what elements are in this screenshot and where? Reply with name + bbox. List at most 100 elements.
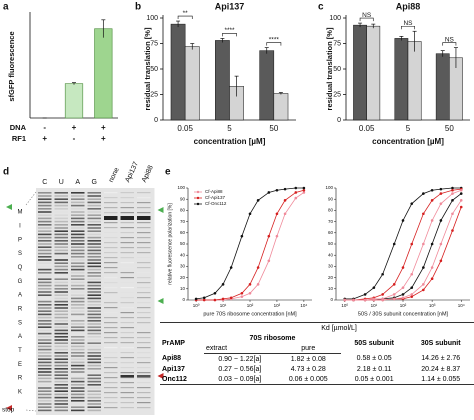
gel-band [120,227,134,229]
gel-band [54,252,68,255]
gel-band [38,320,52,322]
sequence-letter: I [19,223,21,229]
gel-band [38,249,52,252]
gel-band [104,292,118,294]
gel-band [38,377,52,380]
gel-band [104,207,118,209]
gel-band [120,327,134,329]
data-point [248,212,252,216]
gel-band [104,232,118,234]
table-cell: Api88 [162,355,182,363]
gel-band [71,214,85,216]
gel-band [71,307,85,309]
bar [435,53,450,121]
gel-band [54,364,68,367]
gel-band [104,387,118,389]
kd-table: Kd [µmol/L] PrAMP 70S ribosome 50S subunit… [160,322,474,385]
gel-band [38,358,52,360]
gel-band [71,310,85,312]
gel-band [38,345,52,348]
data-point [410,293,414,296]
data-point [392,283,396,286]
lane-label: A [75,179,80,186]
gel-band [87,201,101,204]
gel-band [104,307,118,309]
data-point [240,234,244,238]
gel-band [87,406,101,408]
data-point [352,298,355,302]
gel-band [38,211,52,213]
gel-band [38,326,52,328]
kd-header: Kd [µmol/L] [204,322,474,333]
gel-band [87,294,101,296]
lane-label: C [42,179,47,186]
gel-band [120,322,134,324]
gel-band [120,377,134,379]
gel-band [87,326,101,328]
significance-label: ** [183,10,189,17]
gel-band [71,233,85,236]
gel-band [104,282,118,284]
gel-band [137,337,151,339]
gel-band [120,297,134,299]
data-point [422,288,425,292]
gel-band [120,262,134,264]
gel-band [71,268,85,271]
gel-band [54,329,68,332]
panel-label: e [165,167,171,178]
data-point [381,272,384,276]
data-point [392,242,396,246]
gel-band [54,393,68,396]
gel-band [54,291,68,293]
gel-band [120,192,134,194]
data-point [256,283,260,286]
y-tick-label: 50 [180,241,186,246]
gel-band [54,265,68,268]
gel-band [104,317,118,319]
gel-band [71,380,85,383]
gel-band [120,282,134,284]
data-point [451,199,454,202]
gel-band [137,267,151,269]
gel-band [87,300,101,303]
data-point [267,234,271,238]
table-row: Api137 0.27 − 0.56[a] 4.73 ± 0.28 2.18 ± 0.… [160,364,474,374]
bar [259,50,275,121]
gel-band [38,294,52,296]
gel-band [120,347,134,349]
gel-band [137,387,151,389]
gel-band [137,307,151,309]
data-point [439,187,443,191]
table-cell: 0.58 ± 0.05 [356,355,392,363]
gel-band [71,393,85,396]
y-tick-label: 25 [150,91,158,98]
gel-band [54,249,68,252]
data-point [459,188,463,192]
data-point [410,272,414,276]
row-value: + [72,123,77,132]
gel-band [87,409,101,412]
gel-band [71,403,85,405]
gel-band [137,407,151,409]
y-tick-label: 90 [328,196,334,201]
data-point [401,219,405,222]
gel-band [104,332,118,334]
gel-band [54,256,68,258]
gel-band [104,377,118,379]
data-point [283,212,287,216]
gel-band [38,236,52,239]
y-tick-label: 10 [180,286,186,291]
gel-band [71,400,85,402]
table-cell: 0.05 ± 0.001 [340,374,408,385]
gel-band [137,362,151,364]
gel-band [104,347,118,349]
x-tick-label: 10⁰ [193,303,200,308]
gel-band [54,339,68,341]
gel-band [137,397,151,399]
gel-band [54,281,68,284]
row-value: + [101,123,106,132]
chart-title: Api137 [215,1,245,11]
gel-band [87,291,101,293]
sequence-letter: T [18,348,22,354]
gel-band [104,252,118,254]
